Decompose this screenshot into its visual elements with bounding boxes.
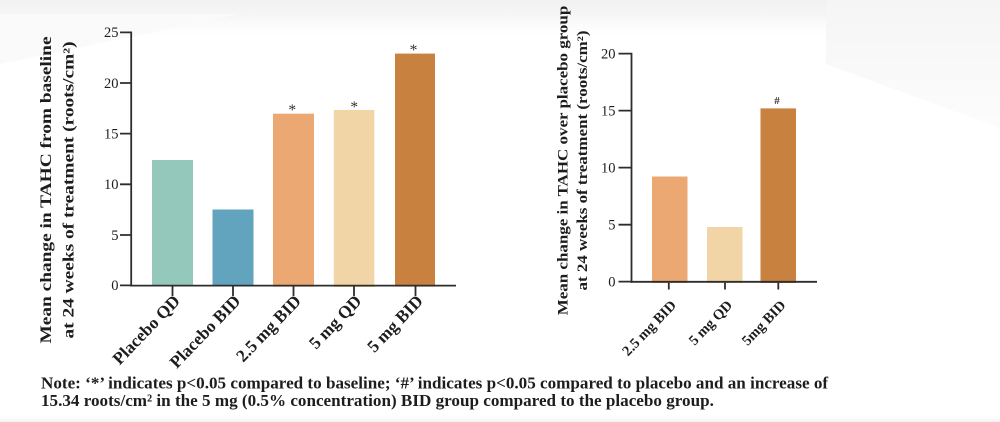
svg-text:10: 10 (104, 177, 119, 193)
svg-text:Mean change in TAHC over place: Mean change in TAHC over placebo group (556, 6, 572, 316)
svg-text:10: 10 (601, 160, 616, 176)
svg-text:20: 20 (601, 46, 616, 62)
svg-text:15.34 roots/cm² in the 5 mg (0: 15.34 roots/cm² in the 5 mg (0.5% concen… (41, 391, 714, 410)
svg-text:0: 0 (608, 274, 615, 290)
svg-text:at 24 weeks of treatment (root: at 24 weeks of treatment (roots/cm²) (575, 30, 591, 290)
svg-text:0: 0 (111, 278, 118, 294)
svg-text:5: 5 (608, 218, 615, 234)
svg-text:25: 25 (104, 25, 119, 41)
svg-text:*: * (410, 42, 418, 59)
svg-text:*: * (350, 99, 358, 116)
svg-text:15: 15 (601, 103, 616, 119)
svg-text:20: 20 (104, 76, 119, 92)
svg-text:at 24 weeks of treatment (root: at 24 weeks of treatment (roots/cm²) (59, 41, 77, 338)
svg-text:#: # (774, 95, 780, 107)
svg-text:*: * (288, 102, 296, 119)
svg-text:Note: ‘*’ indicates p<0.05 com: Note: ‘*’ indicates p<0.05 compared to b… (41, 374, 828, 393)
svg-text:15: 15 (104, 126, 119, 142)
svg-text:Mean change in TAHC from basel: Mean change in TAHC from baseline (37, 36, 55, 343)
svg-text:5: 5 (111, 228, 118, 244)
